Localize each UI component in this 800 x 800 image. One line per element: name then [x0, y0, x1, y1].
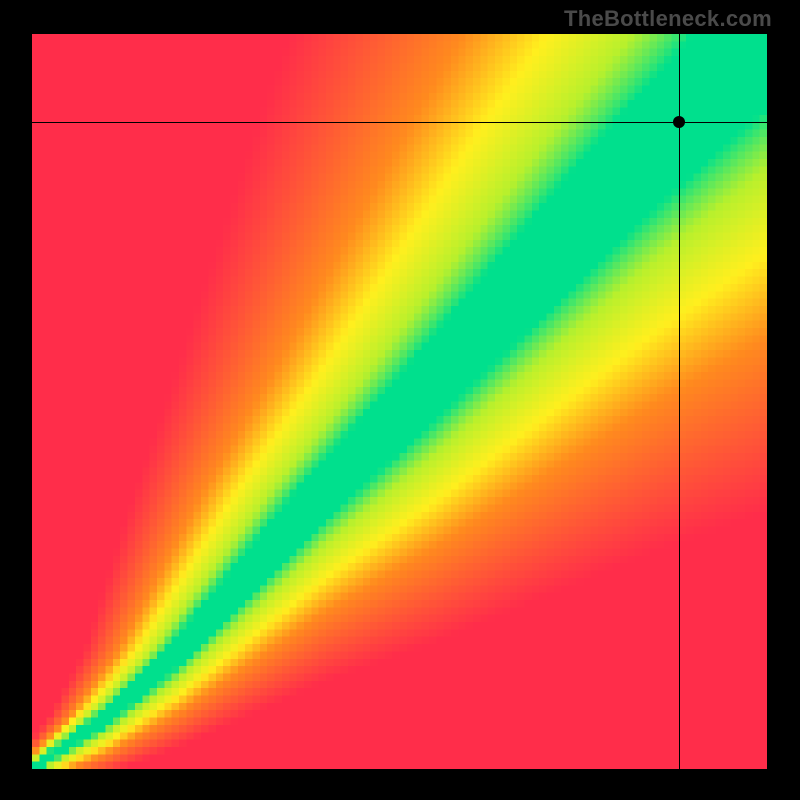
crosshair-marker [673, 116, 685, 128]
heatmap-canvas [32, 34, 767, 769]
crosshair-vertical [679, 34, 680, 769]
crosshair-horizontal [32, 122, 767, 123]
watermark-text: TheBottleneck.com [564, 6, 772, 32]
bottleneck-heatmap-chart [32, 34, 767, 769]
